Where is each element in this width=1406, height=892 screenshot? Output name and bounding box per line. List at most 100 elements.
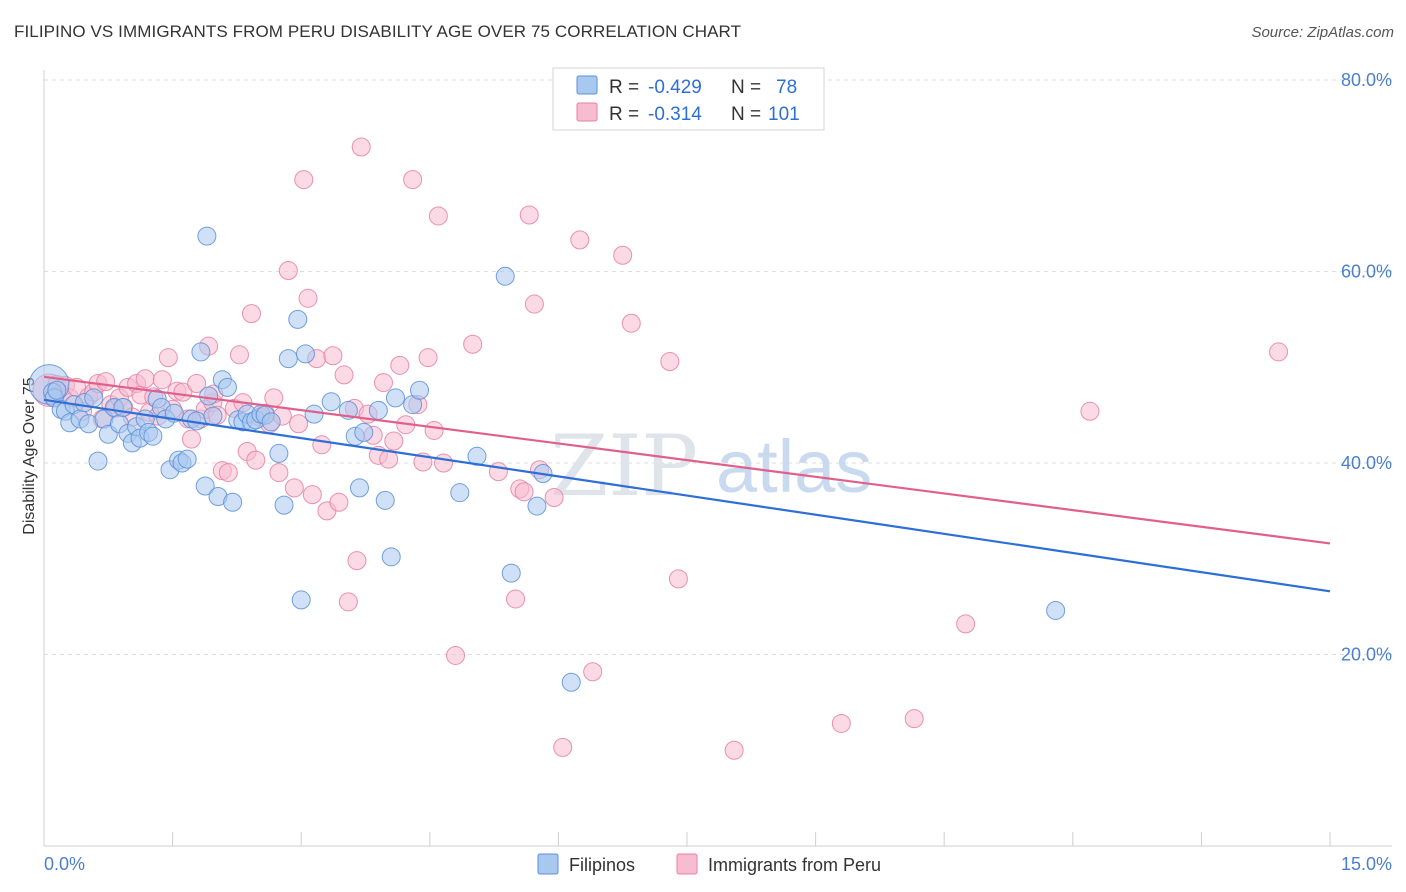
peru-point-56 bbox=[298, 288, 318, 308]
peru-point-100 bbox=[904, 709, 924, 729]
peru-point-99 bbox=[831, 713, 851, 733]
filipinos-point-35 bbox=[191, 342, 211, 362]
peru-point-97 bbox=[668, 569, 688, 589]
legend-r-label-filipinos: R = bbox=[609, 77, 639, 98]
bottom-legend-swatch-filipinos bbox=[537, 853, 559, 875]
peru-point-90 bbox=[544, 487, 564, 507]
trend-lines bbox=[43, 375, 1331, 593]
peru-point-95 bbox=[621, 313, 641, 333]
peru-point-54 bbox=[289, 414, 309, 434]
peru-point-50 bbox=[269, 463, 289, 483]
peru-point-105 bbox=[446, 645, 466, 665]
legend-r-value-peru: -0.314 bbox=[648, 104, 702, 125]
peru-point-59 bbox=[312, 435, 332, 455]
peru-point-57 bbox=[302, 485, 322, 505]
x-axis-ticks bbox=[172, 832, 1331, 846]
peru-point-92 bbox=[570, 230, 590, 250]
legend-r-label-peru: R = bbox=[609, 104, 639, 125]
filipinos-point-63 bbox=[381, 547, 401, 567]
y-tick-label-40: 40.0% bbox=[1341, 453, 1392, 473]
peru-point-45 bbox=[246, 450, 266, 470]
y-tick-label-80: 80.0% bbox=[1341, 70, 1392, 90]
filipinos-point-74 bbox=[291, 590, 311, 610]
peru-point-63 bbox=[334, 365, 354, 385]
filipinos-point-72 bbox=[561, 672, 581, 692]
bottom-legend-swatch-peru bbox=[676, 853, 698, 875]
legend-n-label-filipinos: N = bbox=[731, 77, 761, 98]
peru-point-88 bbox=[524, 294, 544, 314]
filipinos-point-55 bbox=[304, 404, 324, 424]
peru-point-29 bbox=[173, 382, 193, 402]
peru-point-96 bbox=[660, 352, 680, 372]
peru-point-41 bbox=[229, 345, 249, 365]
x-tick-label-max: 15.0% bbox=[1341, 854, 1392, 874]
peru-trend-line bbox=[43, 375, 1331, 545]
filipinos-point-36 bbox=[195, 476, 215, 496]
peru-point-21 bbox=[135, 369, 155, 389]
peru-point-91 bbox=[553, 737, 573, 757]
filipinos-point-51 bbox=[269, 443, 289, 463]
filipinos-point-54 bbox=[295, 344, 315, 364]
filipinos-point-73 bbox=[197, 226, 217, 246]
filipinos-point-3 bbox=[47, 380, 67, 400]
peru-point-66 bbox=[351, 137, 371, 157]
legend-n-value-filipinos: 78 bbox=[776, 77, 797, 98]
filipinos-point-41 bbox=[217, 377, 237, 397]
filipinos-trend-line bbox=[43, 398, 1331, 593]
legend-n-label-peru: N = bbox=[731, 104, 761, 125]
peru-point-44 bbox=[241, 304, 261, 324]
bottom-legend-label-filipinos: Filipinos bbox=[569, 855, 635, 875]
filipinos-point-11 bbox=[84, 388, 104, 408]
watermark-zip: ZIP bbox=[550, 417, 698, 515]
filipinos-point-70 bbox=[527, 496, 547, 516]
peru-point-103 bbox=[1269, 342, 1289, 362]
peru-point-87 bbox=[519, 205, 539, 225]
correlation-legend: R = -0.429 N = 78 R = -0.314 N = 101 bbox=[552, 67, 825, 131]
filipinos-point-76 bbox=[288, 309, 308, 329]
peru-point-49 bbox=[264, 388, 284, 408]
series-legend: Filipinos Immigrants from Peru bbox=[537, 853, 881, 875]
legend-box bbox=[552, 67, 825, 131]
filipinos-point-62 bbox=[375, 490, 395, 510]
legend-swatch-peru bbox=[576, 102, 598, 122]
peru-point-75 bbox=[403, 170, 423, 190]
filipinos-point-17 bbox=[113, 397, 133, 417]
peru-point-102 bbox=[1080, 401, 1100, 421]
peru-point-61 bbox=[323, 346, 343, 366]
filipinos-point-24 bbox=[143, 426, 163, 446]
filipinos-point-53 bbox=[278, 349, 298, 369]
legend-r-value-filipinos: -0.429 bbox=[648, 77, 702, 98]
peru-point-53 bbox=[284, 478, 304, 498]
peru-point-104 bbox=[347, 551, 367, 571]
peru-point-64 bbox=[338, 592, 358, 612]
peru-point-32 bbox=[187, 374, 207, 394]
filipinos-point-69 bbox=[501, 563, 521, 583]
filipinos-point-56 bbox=[321, 392, 341, 412]
peru-point-26 bbox=[158, 348, 178, 368]
peru-point-62 bbox=[329, 492, 349, 512]
peru-point-78 bbox=[418, 348, 438, 368]
peru-point-98 bbox=[724, 740, 744, 760]
filipinos-point-75 bbox=[495, 266, 515, 286]
filipinos-point-66 bbox=[410, 380, 430, 400]
filipinos-point-42 bbox=[223, 492, 243, 512]
peru-point-83 bbox=[488, 462, 508, 482]
source-credit: Source: ZipAtlas.com bbox=[1251, 24, 1394, 41]
gridlines bbox=[44, 79, 1392, 655]
peru-point-81 bbox=[434, 453, 454, 473]
y-tick-label-60: 60.0% bbox=[1341, 262, 1392, 282]
filipinos-point-52 bbox=[274, 495, 294, 515]
filipinos-point-77 bbox=[1046, 600, 1066, 620]
series-filipinos-points bbox=[28, 226, 1066, 692]
legend-swatch-filipinos bbox=[576, 75, 598, 95]
bottom-legend-label-peru: Immigrants from Peru bbox=[708, 855, 881, 875]
chart-title: FILIPINO VS IMMIGRANTS FROM PERU DISABIL… bbox=[14, 22, 742, 41]
x-tick-label-min: 0.0% bbox=[44, 854, 85, 874]
filipinos-point-60 bbox=[354, 422, 374, 442]
peru-point-12 bbox=[96, 372, 116, 392]
legend-n-value-peru: 101 bbox=[768, 104, 800, 125]
peru-point-39 bbox=[218, 463, 238, 483]
peru-point-25 bbox=[152, 370, 172, 390]
peru-point-72 bbox=[384, 431, 404, 451]
